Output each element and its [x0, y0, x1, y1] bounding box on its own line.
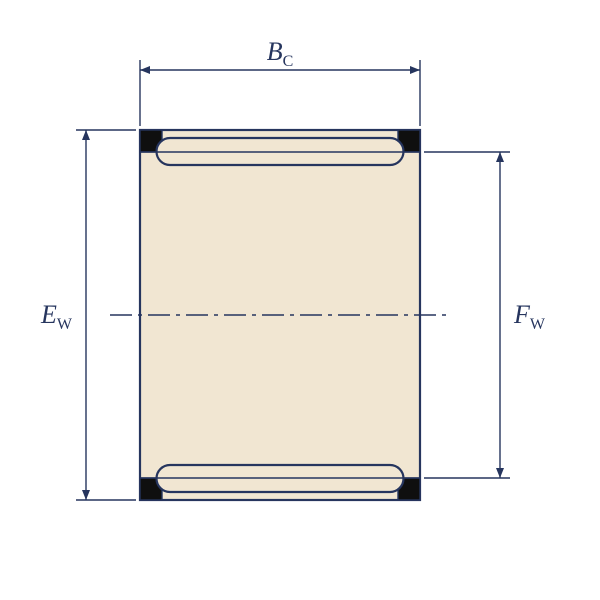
arrowhead — [82, 130, 90, 140]
bearing-cross-section-diagram: BC EW FW — [0, 0, 600, 600]
arrowhead — [496, 152, 504, 162]
arrowhead — [82, 490, 90, 500]
arrowhead — [496, 468, 504, 478]
label-bc: BC — [267, 37, 294, 70]
label-fw: FW — [513, 300, 546, 333]
arrowhead — [410, 66, 420, 74]
label-ew: EW — [40, 300, 73, 333]
arrowhead — [140, 66, 150, 74]
